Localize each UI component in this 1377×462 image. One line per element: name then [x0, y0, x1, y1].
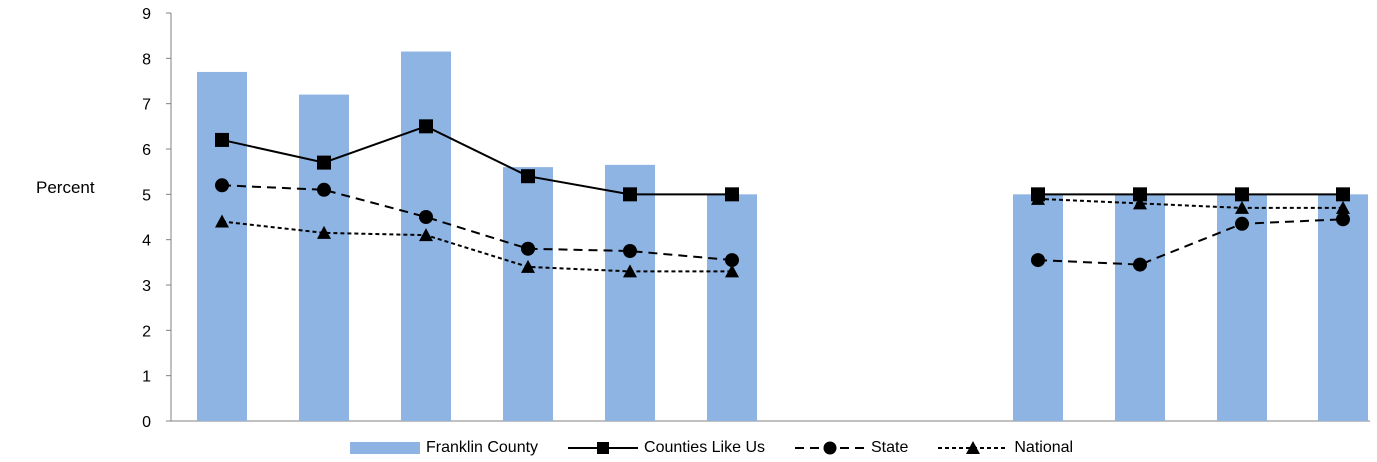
square-marker — [419, 119, 433, 134]
bars — [197, 51, 1368, 422]
circle-marker — [521, 241, 535, 256]
square-marker — [1133, 187, 1147, 202]
legend-item-national: National — [938, 439, 1073, 457]
series-line — [221, 125, 732, 196]
y-tick-label: 0 — [142, 414, 151, 431]
legend: Franklin County Counties Like Us State N… — [350, 438, 1103, 458]
y-axis: 0 1 2 3 4 5 6 7 8 9 — [142, 6, 1370, 431]
triangle-marker — [725, 264, 739, 278]
bar — [1013, 194, 1063, 421]
circle-marker — [1235, 216, 1249, 231]
square-marker — [623, 187, 637, 202]
triangle-marker — [1133, 196, 1147, 210]
y-tick-label: 9 — [142, 6, 151, 23]
circle-marker — [317, 182, 331, 197]
square-marker — [215, 132, 229, 147]
circle-marker — [1133, 257, 1147, 272]
triangle-marker — [1235, 200, 1249, 214]
bar — [1115, 194, 1165, 421]
circle-marker — [1336, 212, 1350, 227]
bar — [1318, 194, 1368, 421]
legend-label: National — [1014, 439, 1074, 456]
y-tick-label: 1 — [142, 369, 151, 386]
series-line — [221, 220, 732, 273]
y-tick-label: 6 — [142, 142, 151, 159]
series-line — [1037, 218, 1344, 266]
y-axis-label: Percent — [36, 178, 95, 197]
series-line — [1037, 197, 1343, 209]
triangle-marker — [419, 228, 433, 242]
legend-swatch-triangle-line — [938, 441, 1009, 454]
bar — [197, 71, 247, 421]
bar — [503, 167, 553, 421]
legend-item-state: State — [795, 439, 908, 457]
bar — [1217, 194, 1267, 421]
circle-marker — [725, 253, 739, 268]
y-tick-label: 7 — [142, 97, 151, 114]
y-tick-label: 3 — [142, 278, 151, 295]
bar — [605, 164, 655, 421]
triangle-marker — [1336, 200, 1350, 214]
circle-marker — [419, 210, 433, 224]
legend-label: Franklin County — [426, 439, 539, 456]
bar — [707, 194, 757, 421]
triangle-marker — [1031, 191, 1045, 205]
square-marker — [1336, 187, 1350, 202]
square-marker — [521, 169, 535, 184]
circle-marker — [1031, 253, 1045, 268]
circle-marker — [215, 178, 229, 193]
triangle-marker — [623, 264, 637, 278]
legend-label: State — [871, 439, 909, 456]
legend-swatch-square-line — [568, 442, 639, 454]
y-tick-label: 2 — [142, 323, 151, 340]
legend-label: Counties Like Us — [644, 439, 765, 456]
bar — [299, 94, 349, 421]
series-lines — [215, 119, 1350, 278]
y-tick-label: 4 — [142, 233, 151, 250]
circle-marker — [623, 244, 637, 258]
triangle-marker — [521, 259, 535, 273]
square-marker — [317, 155, 331, 170]
legend-item-counties-like-us: Counties Like Us — [568, 439, 765, 457]
legend-item-franklin-county: Franklin County — [350, 439, 538, 457]
square-marker — [725, 187, 739, 202]
legend-swatch-circle-line — [795, 441, 865, 455]
triangle-marker — [215, 214, 229, 228]
triangle-marker — [317, 225, 331, 239]
legend-swatch-bar — [350, 442, 420, 454]
square-marker — [1235, 187, 1249, 202]
series-line — [221, 184, 733, 262]
y-tick-label: 8 — [142, 51, 151, 68]
y-tick-label: 5 — [142, 187, 151, 204]
